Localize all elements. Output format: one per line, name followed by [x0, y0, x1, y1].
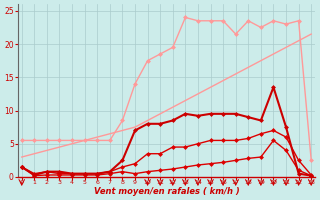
X-axis label: Vent moyen/en rafales ( km/h ): Vent moyen/en rafales ( km/h ) — [93, 187, 239, 196]
